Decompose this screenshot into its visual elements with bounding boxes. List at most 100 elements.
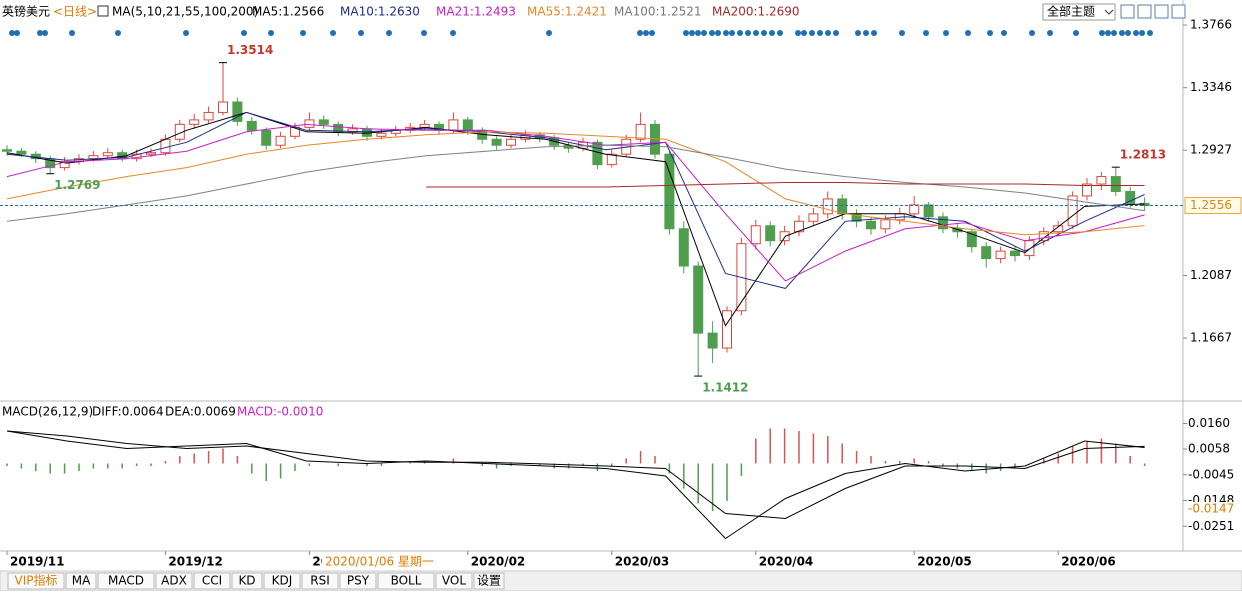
candle-body [995,250,1006,260]
x-tick-label: 2019/12 [168,555,222,569]
signal-dot [871,30,877,36]
signal-dot [683,30,689,36]
toolbar-tab-label[interactable]: KDJ [272,574,293,588]
y-tick-label: -0.0045 [1188,467,1234,481]
y-tick-label: 1.1667 [1190,331,1232,345]
toolbar-tab-label[interactable]: ADX [161,574,187,588]
y-tick-label: 1.3766 [1190,18,1232,32]
toolbar-tab[interactable] [435,572,473,590]
candle-body [779,231,790,242]
toolbar-tab[interactable] [7,572,65,590]
candle-body [909,204,920,215]
signal-dot [1119,30,1125,36]
extreme-label: 1.2769 [54,178,100,192]
toolbar-tab[interactable] [339,572,377,590]
tool-icon[interactable] [1120,4,1135,19]
signal-dot [899,30,905,36]
signal-dot [183,30,189,36]
toolbar-tab-label[interactable]: BOLL [391,574,422,588]
candle-body [218,101,228,113]
ma-icon[interactable] [97,5,109,17]
legend-entry: MA100:1.2521 [614,5,702,19]
toolbar-tab[interactable] [231,572,263,590]
signal-dot [701,30,707,36]
ma-line [426,182,1145,188]
signal-dot [923,30,929,36]
legend-entry: MA55:1.2421 [527,5,607,19]
signal-dot [709,30,715,36]
candle-body [261,129,272,146]
legend-entry: MA21:1.2493 [436,5,516,19]
signal-dot [649,30,655,36]
toolbar-tab-label[interactable]: MACD [108,574,144,588]
signal-dot [358,30,364,36]
toolbar-tab[interactable] [155,572,193,590]
macd-marker-label: -0.0147 [1188,502,1234,516]
signal-dot [115,30,121,36]
macd-title: MACD(26,12,9) [2,405,93,419]
signal-dot [769,30,775,36]
toolbar-tab[interactable] [65,572,97,590]
x-tick-label: 2020/03 [615,555,669,569]
toolbar-tab-label[interactable]: RSI [310,574,330,588]
candle-body [923,204,934,218]
candle-body [1053,225,1064,233]
legend-entry: MA200:1.2690 [712,5,800,19]
toolbar-tab-label[interactable]: VIP指标 [15,573,58,588]
candle-body [722,310,732,349]
candle-body [678,228,689,267]
signal-dot [14,30,20,36]
toolbar-tab[interactable] [97,572,155,590]
candle-body [966,231,977,248]
toolbar-tab[interactable] [377,572,435,590]
candle-body [376,132,387,137]
signal-dot [863,30,869,36]
candle-body [952,228,963,233]
toolbar-tab-label[interactable]: VOL [442,574,466,588]
toolbar-tab-label[interactable]: CCI [202,574,222,588]
x-tick-label: 2020/05 [917,555,971,569]
tool-icon[interactable] [1137,4,1152,19]
signal-dot [268,30,274,36]
signal-dot [689,30,695,36]
period[interactable]: <日线> [53,5,97,19]
signal-dot [817,30,823,36]
macd-line [6,430,1145,520]
ma-line [6,123,1145,282]
signal-dot [825,30,831,36]
toolbar-tab-label[interactable]: PSY [347,574,370,588]
signal-dot [643,30,649,36]
candle-body [304,119,315,128]
signal-dot [330,30,336,36]
signal-dot [69,30,75,36]
y-tick-label: 1.2927 [1190,143,1232,157]
candle-body [837,198,848,215]
signal-dot [753,30,759,36]
signal-dot [386,30,392,36]
candle-body [146,152,156,155]
signal-dot [745,30,751,36]
theme-button-label[interactable]: 全部主题 [1047,4,1095,19]
toolbar-tab-label[interactable]: 设置 [477,574,501,588]
toolbar-tab[interactable] [263,572,301,590]
toolbar-tab-label[interactable]: MA [72,574,91,588]
current-price-box [1184,196,1242,214]
toolbar-tab[interactable] [301,572,339,590]
y-tick-label: -0.0251 [1188,519,1234,533]
y-tick-label: 0.0058 [1188,442,1230,456]
candle-body [189,119,200,125]
toolbar-tab-label[interactable]: KD [238,574,255,588]
theme-button[interactable] [1042,3,1116,21]
candle-body [1110,176,1121,192]
legend-entry: MA5:1.2566 [252,5,324,19]
ma-params: MA(5,10,21,55,100,200) [112,5,258,19]
tool-icon[interactable] [1154,4,1169,19]
tool-icon[interactable] [1171,4,1186,19]
signal-dot [450,30,456,36]
candle-body [794,220,804,233]
signal-dot [715,30,721,36]
legend-entry: MACD:-0.0010 [237,405,323,419]
candle-body [203,111,214,121]
toolbar-tab[interactable] [473,572,505,590]
toolbar-tab[interactable] [193,572,231,590]
